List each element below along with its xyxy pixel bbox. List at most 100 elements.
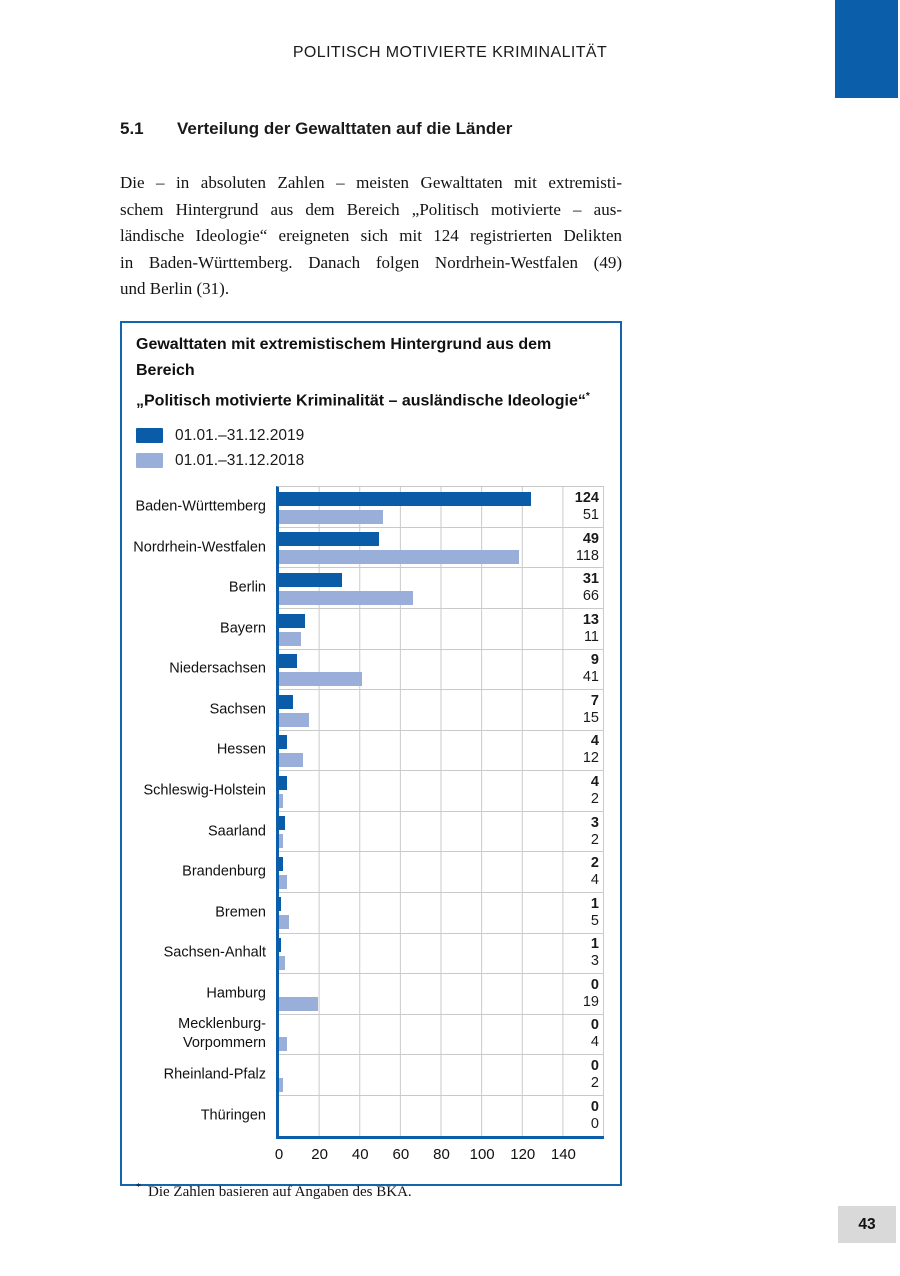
bar-2018 bbox=[279, 712, 310, 727]
paragraph-line: schem Hintergrund aus dem Bereich „Polit… bbox=[120, 199, 622, 219]
chart-legend: 01.01.–31.12.2019 01.01.–31.12.2018 bbox=[136, 423, 606, 473]
chart-row: Bremen 1 5 bbox=[215, 893, 604, 934]
bar-2019 bbox=[279, 532, 379, 547]
state-label: Niedersachsen bbox=[169, 660, 266, 677]
bar-group bbox=[279, 731, 604, 768]
bar-2019 bbox=[279, 572, 342, 587]
footnote-marker: * bbox=[136, 1182, 141, 1194]
bar-group bbox=[279, 1096, 604, 1133]
legend-label-2019: 01.01.–31.12.2019 bbox=[175, 426, 305, 444]
bar-2018 bbox=[279, 793, 284, 808]
value-labels: 2 4 bbox=[563, 852, 604, 892]
section-title: Verteilung der Gewalttaten auf die Lände… bbox=[177, 119, 513, 138]
bar-2019 bbox=[279, 694, 294, 709]
x-tick-label: 40 bbox=[351, 1146, 369, 1164]
state-label: Rheinland-Pfalz bbox=[163, 1066, 266, 1083]
value-2018: 11 bbox=[583, 628, 599, 645]
value-labels: 3 2 bbox=[563, 812, 604, 852]
value-labels: 0 19 bbox=[563, 974, 604, 1014]
x-tick-label: 100 bbox=[469, 1146, 495, 1164]
bar-group bbox=[279, 1055, 604, 1092]
state-label: Saarland bbox=[207, 823, 266, 840]
value-2019: 4 bbox=[590, 774, 599, 791]
chart-footnote: * Die Zahlen basieren auf Angaben des BKA… bbox=[136, 1182, 412, 1201]
value-labels: 0 2 bbox=[563, 1055, 604, 1095]
bar-2018 bbox=[279, 631, 302, 646]
value-labels: 124 51 bbox=[563, 487, 604, 527]
value-2018: 41 bbox=[582, 669, 599, 686]
state-label: Schleswig-Holstein bbox=[143, 782, 267, 799]
value-2019: 7 bbox=[590, 692, 599, 709]
chart-title-line2: „Politisch motivierte Kriminalität – aus… bbox=[136, 391, 590, 410]
state-label: Mecklenburg-Vorpommern bbox=[178, 1016, 266, 1052]
bar-group bbox=[279, 487, 604, 524]
paragraph-line: in Baden-Württemberg. Danach folgen Nord… bbox=[120, 252, 622, 272]
chart-row: Brandenburg 2 4 bbox=[182, 852, 604, 893]
value-2019: 124 bbox=[574, 490, 599, 507]
chart-row: Berlin 31 66 bbox=[229, 568, 604, 610]
chart-row: Baden-Württemberg 124 51 bbox=[135, 487, 604, 528]
legend-swatch-2019 bbox=[136, 428, 163, 444]
chart-panel: Gewalttaten mit extremistischem Hintergr… bbox=[120, 321, 622, 1200]
value-labels: 0 0 bbox=[563, 1096, 604, 1137]
value-2018: 0 bbox=[590, 1116, 599, 1133]
value-labels: 13 11 bbox=[563, 609, 604, 649]
value-2018: 19 bbox=[582, 993, 599, 1010]
value-labels: 1 5 bbox=[563, 893, 604, 933]
bar-2018 bbox=[279, 1037, 288, 1052]
x-axis: 0 20 40 60 80 100 120 140 bbox=[275, 1139, 604, 1169]
value-labels: 31 66 bbox=[563, 568, 604, 608]
value-2018: 51 bbox=[582, 507, 599, 524]
legend-item-2018: 01.01.–31.12.2018 bbox=[136, 448, 606, 473]
chart-row: Sachsen 7 15 bbox=[210, 690, 604, 731]
paragraph-line: ländische Ideologie“ ereigneten sich mit… bbox=[120, 226, 622, 245]
state-label: Sachsen-Anhalt bbox=[163, 944, 266, 961]
bar-2018 bbox=[279, 996, 318, 1011]
value-labels: 4 2 bbox=[563, 771, 604, 811]
value-2019: 3 bbox=[590, 814, 599, 831]
value-2018: 2 bbox=[590, 791, 599, 808]
value-2018: 12 bbox=[582, 750, 599, 767]
bar-group bbox=[279, 812, 604, 849]
value-labels: 49 118 bbox=[563, 528, 604, 568]
bar-group bbox=[279, 1015, 604, 1052]
page-number: 43 bbox=[838, 1206, 896, 1243]
chart-row: Thüringen 0 0 bbox=[201, 1096, 604, 1137]
chart-title-line1: Gewalttaten mit extremistischem Hintergr… bbox=[136, 336, 552, 379]
state-label: Berlin bbox=[228, 579, 266, 596]
bar-group bbox=[279, 934, 604, 971]
bar-group bbox=[279, 650, 604, 687]
chart-rows: Baden-Württemberg 124 51 Nordrhein-Westf… bbox=[133, 486, 604, 1140]
chart-row: Hessen 4 12 bbox=[217, 731, 604, 772]
bar-2018 bbox=[279, 590, 414, 605]
bar-group bbox=[279, 771, 604, 808]
bar-group bbox=[279, 690, 604, 727]
bar-2019 bbox=[279, 735, 288, 750]
state-label: Hamburg bbox=[206, 985, 266, 1002]
bar-2018 bbox=[279, 753, 304, 768]
chart-row: Bayern 13 11 bbox=[220, 609, 604, 650]
value-2019: 0 bbox=[590, 976, 599, 993]
footnote-marker: * bbox=[585, 391, 590, 402]
bar-2019 bbox=[279, 856, 284, 871]
chart-row: Hamburg 0 19 bbox=[206, 974, 604, 1015]
bar-2018 bbox=[279, 956, 286, 971]
x-tick-label: 140 bbox=[550, 1146, 576, 1164]
state-label: Hessen bbox=[216, 741, 266, 758]
section-number: 5.1 bbox=[120, 119, 144, 138]
value-2018: 2 bbox=[590, 1074, 599, 1091]
value-2018: 5 bbox=[590, 912, 599, 929]
x-tick-label: 60 bbox=[392, 1146, 410, 1164]
value-2019: 9 bbox=[590, 652, 599, 669]
bar-2018 bbox=[279, 874, 288, 889]
bar-2019 bbox=[279, 897, 282, 912]
bar-2018 bbox=[279, 550, 519, 565]
legend-label-2018: 01.01.–31.12.2018 bbox=[175, 451, 305, 469]
chart-row: Schleswig-Holstein 4 2 bbox=[144, 771, 604, 812]
chart-row: Mecklenburg-Vorpommern 0 4 bbox=[178, 1015, 604, 1056]
chart-row: Sachsen-Anhalt 1 3 bbox=[164, 934, 604, 975]
bar-2019 bbox=[279, 775, 288, 790]
legend-swatch-2018 bbox=[136, 453, 163, 469]
value-2018: 66 bbox=[582, 588, 599, 605]
bar-group bbox=[279, 893, 604, 930]
